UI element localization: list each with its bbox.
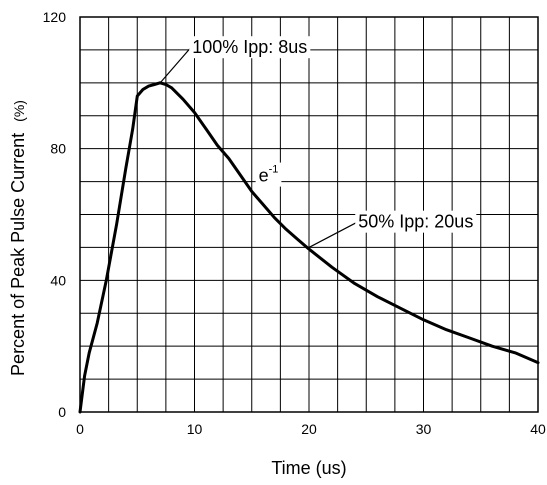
annotation-text: 50% Ipp: 20us — [358, 212, 473, 232]
y-tick-label: 120 — [43, 9, 67, 25]
x-tick-label: 30 — [416, 421, 432, 437]
annotation-leader-line — [308, 222, 357, 248]
annotation-text: e — [259, 166, 269, 186]
annotation-leaders — [159, 47, 357, 248]
annotation-background — [355, 210, 477, 233]
y-tick-label: 40 — [50, 272, 66, 288]
annotation-label: 50% Ipp: 20us — [358, 212, 473, 232]
plot-frame — [79, 16, 539, 413]
y-axis-title: Percent of Peak Pulse Current (%) — [8, 100, 28, 376]
annotation-label: e-1 — [259, 164, 279, 186]
y-tick-labels: 0 40 80 120 — [43, 9, 67, 420]
annotation-background — [189, 36, 311, 59]
y-axis-title-unit: (%) — [11, 100, 27, 122]
annotation-text: 100% Ipp: 8us — [192, 37, 307, 57]
annotation-background — [255, 162, 282, 187]
annotation-leader-line — [159, 47, 191, 84]
annotation-superscript: -1 — [269, 164, 279, 176]
x-tick-label: 0 — [76, 421, 84, 437]
y-axis-title-text: Percent of Peak Pulse Current — [8, 133, 28, 376]
y-tick-label: 0 — [58, 404, 66, 420]
y-tick-label: 80 — [50, 141, 66, 157]
x-tick-label: 20 — [301, 421, 317, 437]
x-tick-labels: 0 10 20 30 40 — [76, 421, 546, 437]
annotations: 100% Ipp: 8us e-1 50% Ipp: 20us — [189, 36, 477, 233]
x-tick-label: 10 — [187, 421, 203, 437]
series-line-pulse-current — [78, 81, 540, 414]
annotation-label: 100% Ipp: 8us — [192, 37, 307, 57]
x-axis-title: Time (us) — [271, 458, 346, 478]
x-tick-label: 40 — [530, 421, 546, 437]
